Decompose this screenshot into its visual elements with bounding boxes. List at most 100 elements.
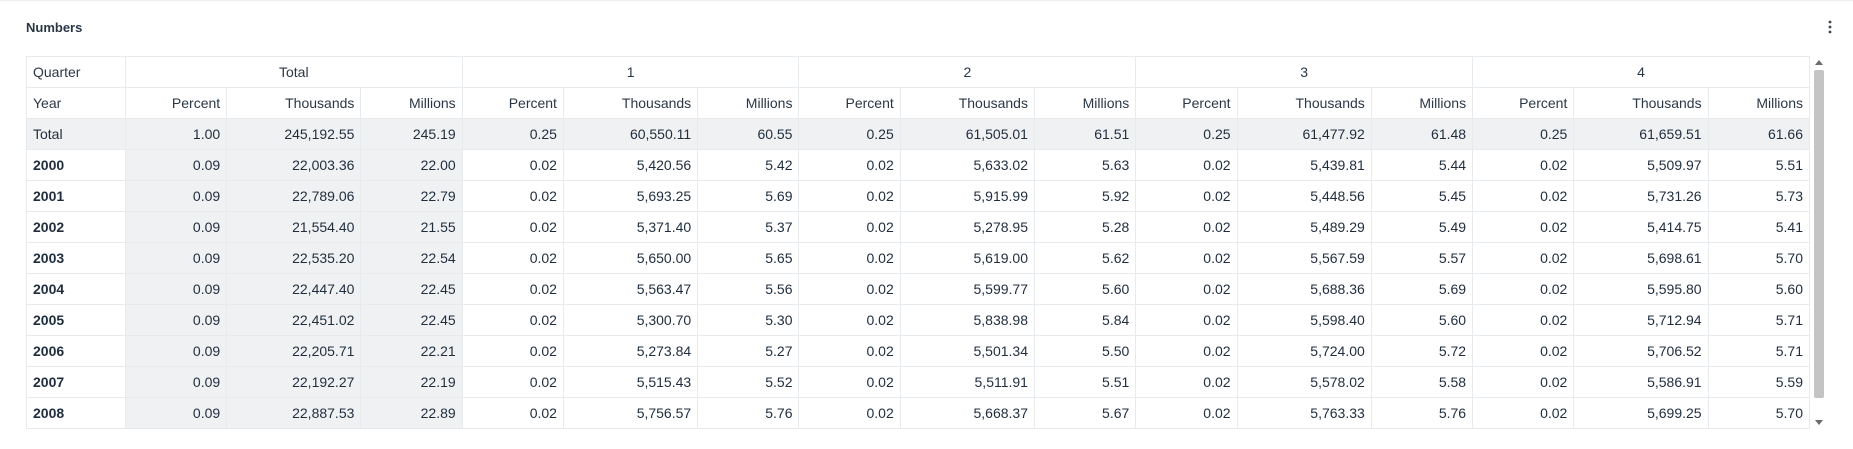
scrollbar-thumb[interactable] [1814,70,1824,398]
table-cell: 0.02 [1135,366,1238,398]
table-cell: 5.51 [1033,366,1137,398]
quarter-group-header[interactable]: 4 [1472,56,1810,88]
table-cell: 5.59 [1707,366,1810,398]
table-cell: 0.02 [461,397,564,429]
table-cell: 5.84 [1033,304,1137,336]
table-cell: 5,511.91 [899,366,1035,398]
table-cell: 0.02 [1135,304,1238,336]
table-cell: 5.60 [1707,273,1810,305]
panel-title: Numbers [26,20,83,35]
table-cell: 245.19 [360,118,463,150]
table-cell: 5,633.02 [899,149,1035,181]
measure-header[interactable]: Millions [697,87,800,119]
table-cell: 5.70 [1707,397,1810,429]
table-cell: 5.71 [1707,335,1810,367]
measure-header[interactable]: Percent [461,87,564,119]
table-cell: 5,698.61 [1573,242,1709,274]
table-cell: 0.02 [1472,242,1575,274]
table-cell: 0.02 [1135,180,1238,212]
table-cell: 5.73 [1707,180,1810,212]
top-divider [0,0,1853,1]
quarter-header-label: Quarter [26,56,126,88]
table-cell: 5.27 [697,335,800,367]
quarter-group-header[interactable]: 3 [1135,56,1474,88]
table-cell: 5.45 [1370,180,1474,212]
measure-header[interactable]: Thousands [899,87,1035,119]
table-cell: 22,451.02 [226,304,362,336]
table-cell: 0.09 [124,366,228,398]
table-cell: 61,505.01 [899,118,1035,150]
table-cell: 0.02 [1135,211,1238,243]
table-cell: 22.54 [360,242,463,274]
table-cell: 5,489.29 [1236,211,1372,243]
row-header: 2005 [26,304,126,336]
quarter-group-header[interactable]: 1 [461,56,800,88]
table-cell: 0.02 [1472,397,1575,429]
row-header: 2006 [26,335,126,367]
table-cell: 5.69 [1370,273,1474,305]
table-cell: 5.65 [697,242,800,274]
table-cell: 5,731.26 [1573,180,1709,212]
scroll-down-arrow-icon[interactable] [1815,420,1823,425]
table-cell: 5.56 [697,273,800,305]
table-cell: 5,619.00 [899,242,1035,274]
table-cell: 5,563.47 [562,273,699,305]
quarter-group-header[interactable]: Total [124,56,463,88]
table-cell: 0.02 [1472,304,1575,336]
table-cell: 5,598.40 [1236,304,1372,336]
table-cell: 0.25 [1472,118,1575,150]
measure-header[interactable]: Millions [1370,87,1474,119]
table-cell: 22,003.36 [226,149,362,181]
table-cell: 5,300.70 [562,304,699,336]
table-cell: 0.02 [1472,180,1575,212]
table-cell: 0.02 [1135,397,1238,429]
table-cell: 5.44 [1370,149,1474,181]
table-cell: 0.02 [798,211,901,243]
table-cell: 0.09 [124,211,228,243]
measure-header[interactable]: Millions [1033,87,1137,119]
table-cell: 61.51 [1033,118,1137,150]
table-cell: 5.58 [1370,366,1474,398]
table-cell: 5,838.98 [899,304,1035,336]
table-cell: 0.02 [461,149,564,181]
table-cell: 5.50 [1033,335,1137,367]
table-cell: 5.57 [1370,242,1474,274]
table-cell: 22.00 [360,149,463,181]
table-cell: 22.19 [360,366,463,398]
vertical-scrollbar[interactable] [1812,56,1826,429]
quarter-group-header[interactable]: 2 [798,56,1137,88]
measure-header[interactable]: Percent [124,87,228,119]
table-cell: 0.02 [798,242,901,274]
measure-header[interactable]: Thousands [562,87,699,119]
measure-header[interactable]: Millions [360,87,463,119]
table-row: 2003 0.09 22,535.20 22.54 0.02 5,650.00 5.65 0.… [26,242,1810,274]
measure-header[interactable]: Millions [1707,87,1810,119]
table-cell: 5,439.81 [1236,149,1372,181]
table-cell: 5,724.00 [1236,335,1372,367]
table-cell: 22,447.40 [226,273,362,305]
panel-menu-button[interactable] [1819,16,1841,38]
table-cell: 5.51 [1707,149,1810,181]
row-header: 2008 [26,397,126,429]
measure-header[interactable]: Percent [798,87,901,119]
measure-header[interactable]: Percent [1472,87,1575,119]
year-header-label: Year [26,87,126,119]
table-cell: 5.67 [1033,397,1137,429]
table-cell: 5.70 [1707,242,1810,274]
table-cell: 5,668.37 [899,397,1035,429]
table-cell: 60,550.11 [562,118,699,150]
table-cell: 61.48 [1370,118,1474,150]
table-cell: 0.02 [798,273,901,305]
table-cell: 0.09 [124,304,228,336]
measure-header[interactable]: Thousands [1236,87,1372,119]
table-cell: 5.92 [1033,180,1137,212]
table-cell: 5.72 [1370,335,1474,367]
table-cell: 1.00 [124,118,228,150]
table-cell: 5,699.25 [1573,397,1709,429]
table-cell: 5,501.34 [899,335,1035,367]
measure-header[interactable]: Thousands [226,87,362,119]
measure-header[interactable]: Thousands [1573,87,1709,119]
measure-header[interactable]: Percent [1135,87,1238,119]
table-cell: 22,205.71 [226,335,362,367]
scroll-up-arrow-icon[interactable] [1815,60,1823,65]
